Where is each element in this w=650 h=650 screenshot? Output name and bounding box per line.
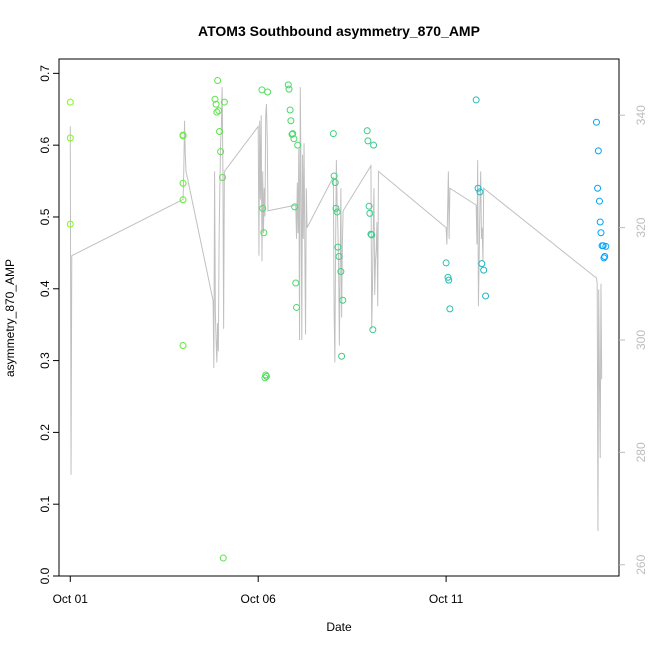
data-point bbox=[331, 179, 339, 187]
data-point bbox=[592, 118, 600, 126]
x-axis: Oct 01 Oct 06 Oct 11 bbox=[53, 575, 464, 606]
data-point bbox=[335, 252, 343, 260]
data-point bbox=[218, 173, 226, 181]
series-line bbox=[69, 87, 603, 532]
y-axis-label: asymmetry_870_AMP bbox=[3, 259, 17, 377]
data-point bbox=[66, 134, 74, 142]
data-point bbox=[597, 229, 605, 237]
data-point bbox=[480, 266, 488, 274]
data-point bbox=[285, 85, 293, 93]
data-point bbox=[476, 188, 484, 196]
data-point bbox=[294, 141, 302, 149]
data-point bbox=[368, 231, 376, 239]
data-point bbox=[367, 230, 375, 238]
data-point bbox=[446, 305, 454, 313]
data-point bbox=[442, 259, 450, 267]
data-point bbox=[365, 202, 373, 210]
y2-axis-right: 260 280 300 320 340 bbox=[619, 105, 648, 575]
data-point bbox=[211, 95, 219, 103]
data-point bbox=[262, 372, 270, 380]
x-axis-label: Date bbox=[326, 620, 352, 634]
data-point bbox=[179, 196, 187, 204]
data-point bbox=[337, 268, 345, 276]
data-point bbox=[332, 204, 340, 212]
data-point bbox=[261, 374, 269, 382]
y2-tick-label: 300 bbox=[634, 330, 648, 350]
data-point bbox=[478, 260, 486, 268]
data-point bbox=[217, 148, 225, 156]
x-tick-label: Oct 01 bbox=[53, 592, 89, 606]
data-point bbox=[259, 204, 267, 212]
data-point bbox=[366, 209, 374, 217]
data-point bbox=[214, 77, 222, 85]
y-tick-label: 0.6 bbox=[38, 137, 52, 154]
y-tick-label: 0.0 bbox=[38, 567, 52, 584]
y-tick-label: 0.1 bbox=[38, 496, 52, 513]
data-point bbox=[219, 554, 227, 562]
y2-tick-label: 320 bbox=[634, 217, 648, 237]
data-point bbox=[596, 218, 604, 226]
data-point bbox=[215, 128, 223, 136]
data-point bbox=[213, 108, 221, 116]
data-point bbox=[284, 81, 292, 89]
data-point bbox=[212, 100, 220, 108]
data-point bbox=[287, 117, 295, 125]
data-point bbox=[339, 296, 347, 304]
data-point bbox=[334, 243, 342, 251]
data-point bbox=[472, 96, 480, 104]
data-point bbox=[369, 326, 377, 334]
data-point bbox=[330, 172, 338, 180]
data-point bbox=[595, 197, 603, 205]
y-tick-label: 0.5 bbox=[38, 208, 52, 225]
y2-tick-label: 340 bbox=[634, 105, 648, 125]
y-tick-label: 0.3 bbox=[38, 352, 52, 369]
data-point bbox=[215, 107, 223, 115]
data-point bbox=[66, 220, 74, 228]
y2-tick-label: 280 bbox=[634, 442, 648, 462]
data-point bbox=[258, 86, 266, 94]
data-point bbox=[293, 303, 301, 311]
data-point bbox=[363, 127, 371, 135]
data-point bbox=[179, 132, 187, 140]
data-point bbox=[601, 252, 609, 260]
y2-tick-label: 260 bbox=[634, 554, 648, 574]
data-point bbox=[364, 137, 372, 145]
data-point bbox=[292, 279, 300, 287]
data-point bbox=[260, 229, 268, 237]
x-tick-label: Oct 11 bbox=[429, 592, 464, 606]
data-point bbox=[179, 342, 187, 350]
series-points bbox=[66, 77, 610, 562]
data-point bbox=[602, 242, 610, 250]
chart-title: ATOM3 Southbound asymmetry_870_AMP bbox=[198, 23, 480, 39]
data-point bbox=[333, 208, 341, 216]
data-point bbox=[286, 106, 294, 114]
data-point bbox=[445, 276, 453, 284]
data-point bbox=[179, 179, 187, 187]
y-axis: 0.0 0.1 0.2 0.3 0.4 0.5 0.6 0.7 bbox=[38, 65, 60, 584]
data-point bbox=[264, 88, 272, 96]
y-tick-label: 0.2 bbox=[38, 424, 52, 441]
data-point bbox=[474, 184, 482, 192]
y-tick-label: 0.4 bbox=[38, 280, 52, 297]
data-point bbox=[370, 141, 378, 149]
data-point bbox=[444, 273, 452, 281]
data-point bbox=[594, 147, 602, 155]
data-point bbox=[291, 203, 299, 211]
data-point bbox=[594, 184, 602, 192]
x-tick-label: Oct 06 bbox=[241, 592, 277, 606]
data-point bbox=[482, 292, 490, 300]
data-point bbox=[338, 352, 346, 360]
data-point bbox=[290, 135, 298, 143]
y-tick-label: 0.7 bbox=[38, 65, 52, 82]
data-point bbox=[288, 130, 296, 138]
data-point bbox=[329, 130, 337, 138]
data-point bbox=[66, 98, 74, 106]
series-lines bbox=[69, 87, 603, 532]
data-point bbox=[289, 130, 297, 138]
data-point bbox=[220, 98, 228, 106]
